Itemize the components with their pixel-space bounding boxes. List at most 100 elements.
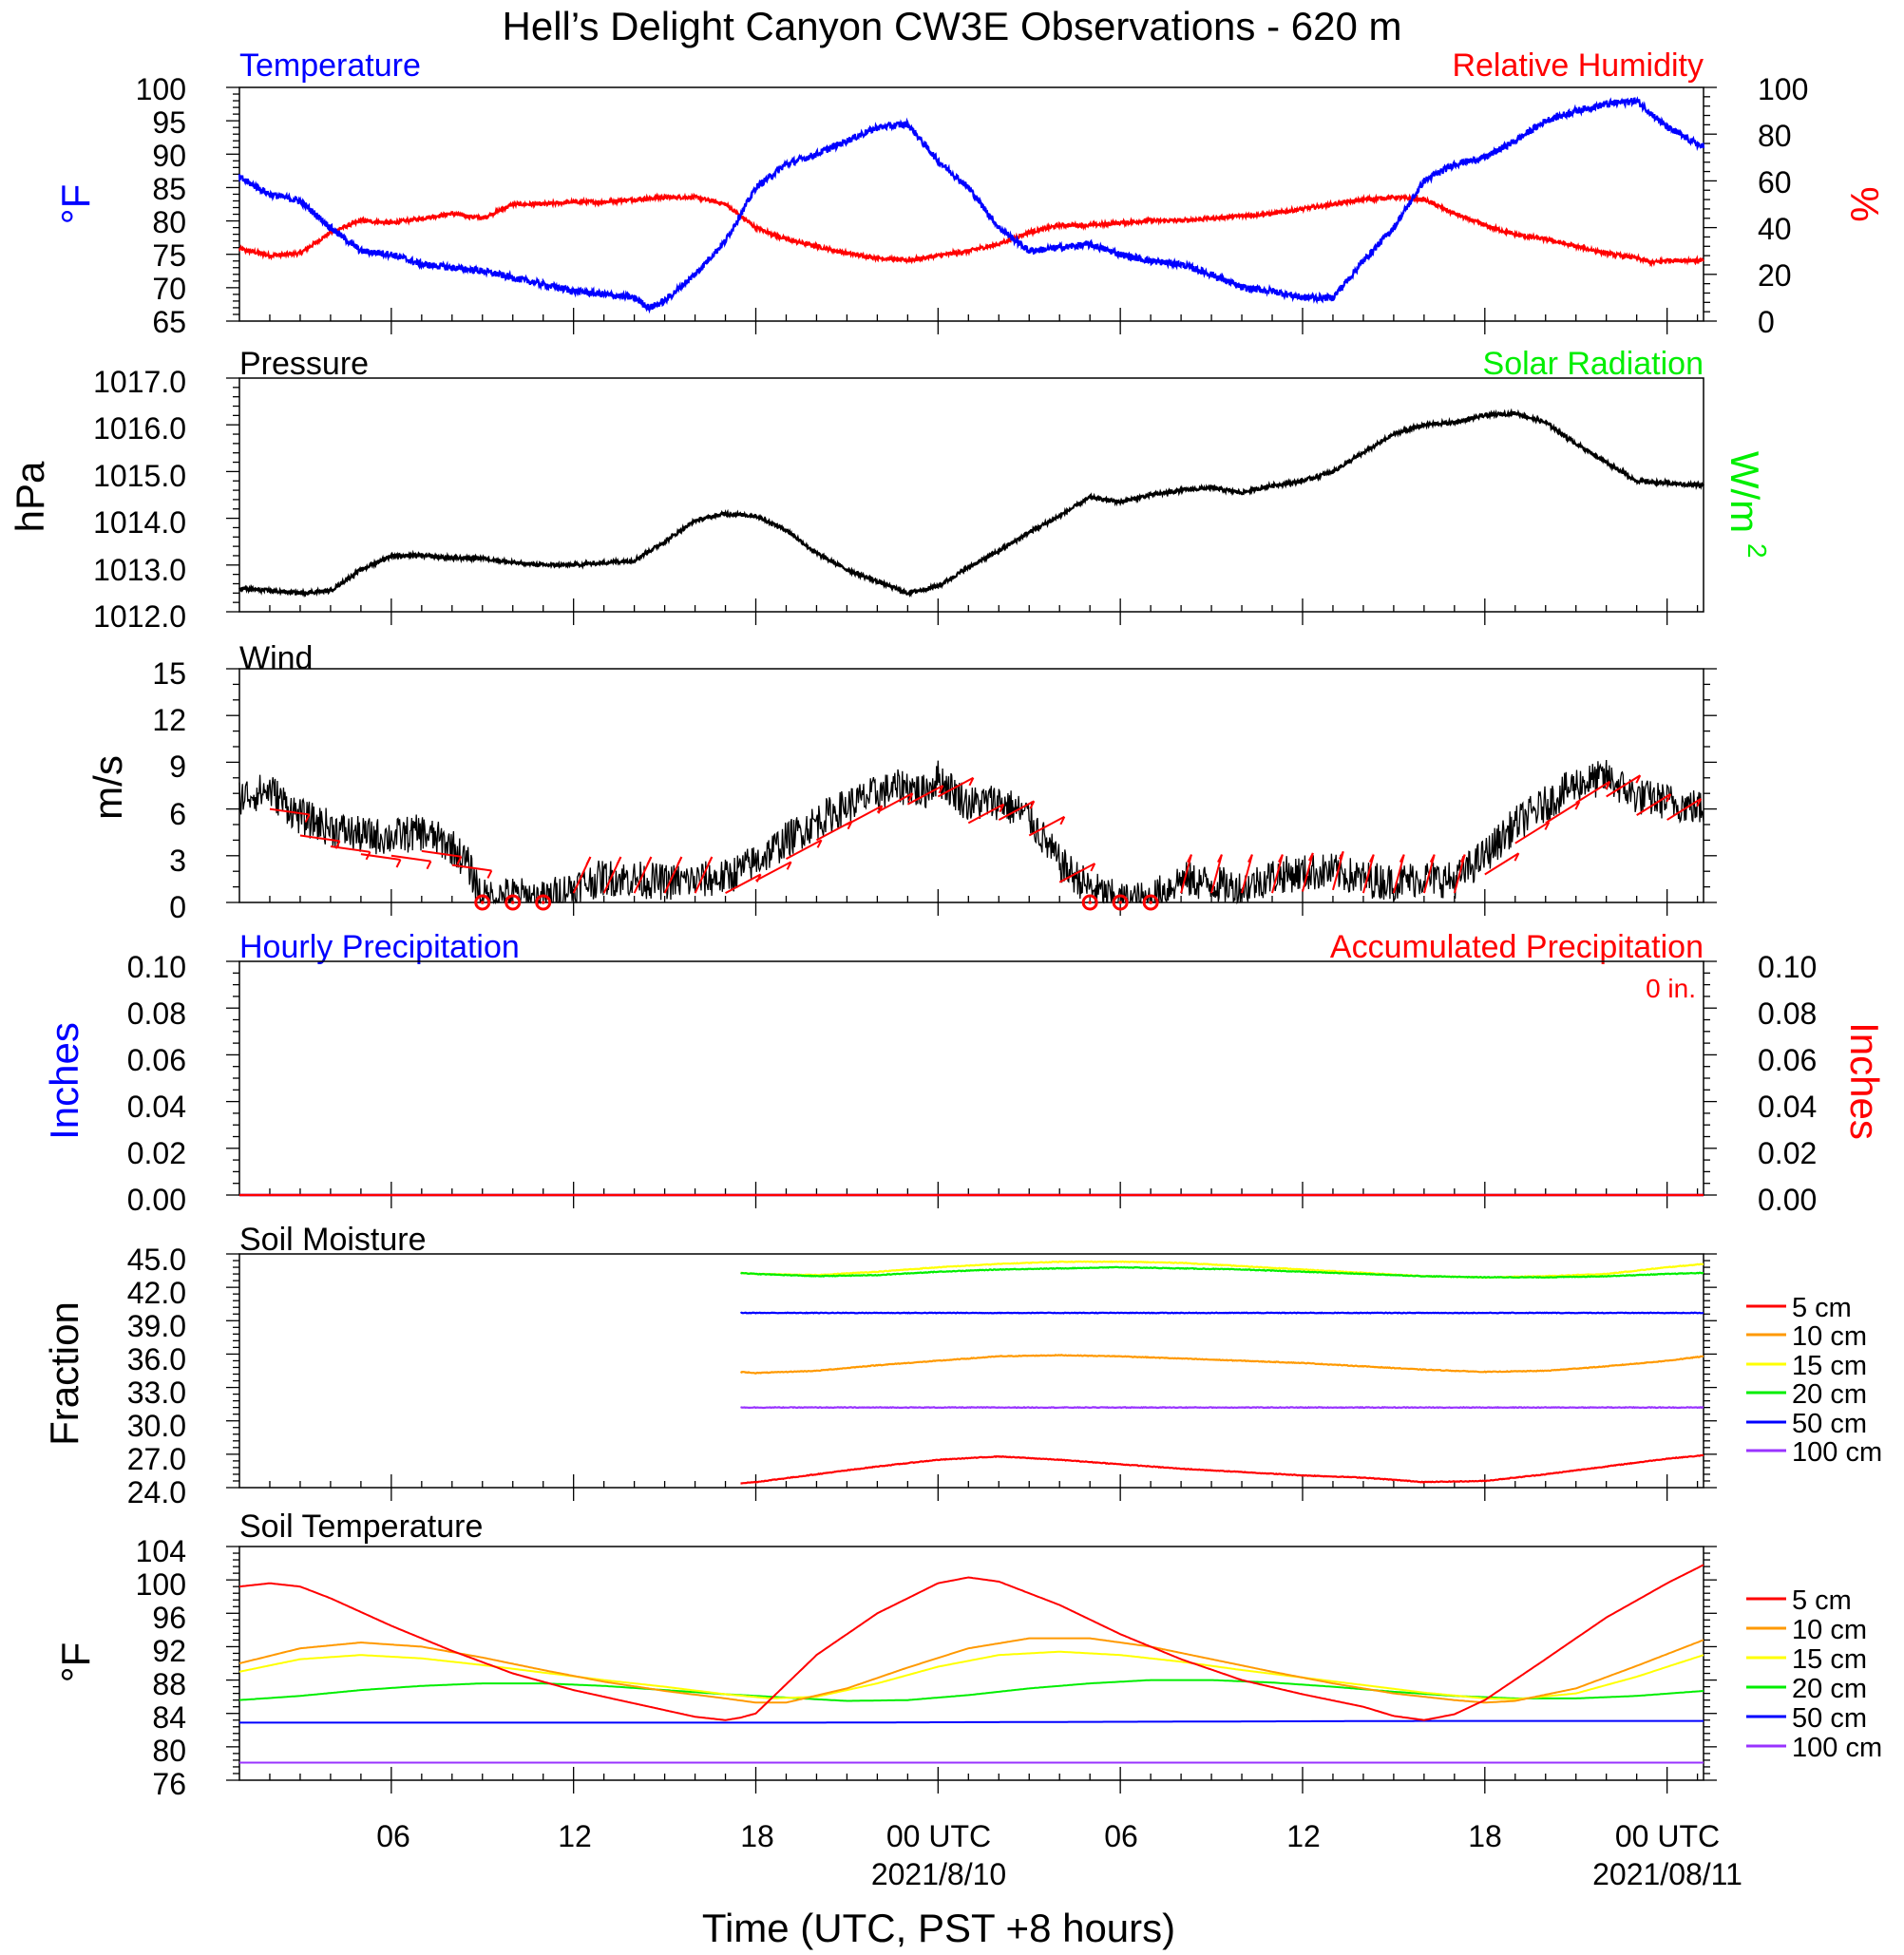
- y-tick-label: 0.06: [1758, 1043, 1817, 1077]
- legend-label: 15 cm: [1792, 1351, 1867, 1381]
- legend-label: 50 cm: [1792, 1703, 1867, 1734]
- y-tick-label: 39.0: [127, 1309, 186, 1343]
- soil-temperature-panel: Soil Temperature °F 76 80 84 88 92 96 10…: [53, 1509, 1882, 1801]
- y-tick-label: 12: [152, 703, 186, 737]
- wind-barb-flag: [426, 861, 432, 870]
- wind-barb: [1484, 852, 1519, 876]
- precipitation-frame: [238, 960, 1704, 1196]
- soil-temperature-label: Soil Temperature: [239, 1509, 483, 1545]
- date-label: 2021/8/10: [871, 1857, 1006, 1891]
- wind-barb: [1453, 854, 1466, 894]
- y-tick-label: 80: [152, 1734, 186, 1768]
- y-tick-label: 104: [136, 1534, 186, 1568]
- wind-barb: [1545, 801, 1580, 825]
- x-tick-label: 12: [558, 1819, 592, 1853]
- soil-temperature-x-ticks: [269, 1767, 1699, 1794]
- wind-barb-flag: [1429, 854, 1436, 864]
- wind-barb: [1180, 854, 1192, 894]
- legend-label: 20 cm: [1792, 1674, 1867, 1704]
- y-tick-label: 1016.0: [93, 411, 186, 446]
- wind-barb: [1606, 774, 1641, 798]
- wind-barb-flag: [1247, 854, 1253, 864]
- y-tick-label: 0.10: [1758, 950, 1817, 984]
- wind-barb-flag: [1574, 801, 1581, 810]
- y-tick-label: 96: [152, 1601, 186, 1635]
- wind-barb-flag: [1605, 781, 1611, 790]
- wind-barb: [846, 805, 883, 826]
- y-tick-label: 15: [152, 656, 186, 691]
- y-tick-label: 30.0: [127, 1409, 186, 1443]
- wind-barb: [1575, 780, 1610, 804]
- y-tick-label: 0.00: [127, 1183, 186, 1217]
- y-tick-label: 0.02: [1758, 1136, 1817, 1170]
- wind-barb-flag: [999, 804, 1005, 813]
- wind-barb: [1331, 851, 1344, 891]
- humidity-y-tick-marks: [1704, 86, 1717, 322]
- temperature-humidity-panel: Temperature Relative Humidity °F % 65 70…: [53, 47, 1887, 339]
- wind-barb-flag: [1544, 821, 1551, 830]
- x-tick-label: 06: [376, 1819, 410, 1853]
- y-tick-label: 9: [169, 750, 186, 784]
- wind-barb: [876, 792, 913, 813]
- y-tick-label: 0.00: [1758, 1183, 1817, 1217]
- calm-wind-marker: [474, 894, 491, 911]
- y-tick-label: 3: [169, 844, 186, 878]
- pressure-frame: [238, 377, 1704, 613]
- wind-barb: [755, 861, 792, 882]
- temperature-label: Temperature: [239, 47, 421, 84]
- wind-barb: [330, 845, 371, 853]
- calm-wind-marker-dot: [1088, 901, 1092, 904]
- legend-label: 10 cm: [1792, 1321, 1867, 1352]
- wind-barb-flag: [1217, 854, 1223, 864]
- wind-barb-flag: [1307, 852, 1314, 862]
- soil-moisture-line-10cm: [739, 1354, 1704, 1375]
- wind-barb: [1422, 854, 1436, 894]
- temperature-line: [238, 96, 1705, 314]
- wind-label: Wind: [239, 640, 313, 676]
- wind-barb-flag: [1514, 852, 1520, 862]
- hourly-precip-label: Hourly Precipitation: [239, 929, 520, 965]
- y-tick-label: 88: [152, 1667, 186, 1701]
- wind-axis-title: m/s: [86, 755, 130, 820]
- x-tick-label: 18: [1468, 1819, 1502, 1853]
- wind-barb: [906, 785, 943, 806]
- wind-barb-flag: [1187, 854, 1192, 864]
- y-tick-label: 1012.0: [93, 599, 186, 634]
- calm-wind-marker: [535, 894, 552, 911]
- x-tick-label: 00 UTC: [1615, 1819, 1720, 1853]
- wind-barb: [1666, 797, 1702, 821]
- pressure-label: Pressure: [239, 346, 369, 382]
- soil-moisture-line-20cm: [740, 1265, 1704, 1280]
- legend-label: 10 cm: [1792, 1615, 1867, 1645]
- wind-barb-flag: [1666, 793, 1672, 803]
- wind-panel: Wind m/s 0 3 6 9 12 15: [86, 640, 313, 924]
- soil-moisture-line-50cm: [740, 1311, 1704, 1315]
- wind-barb: [360, 853, 401, 861]
- precipitation-panel: Hourly Precipitation Accumulated Precipi…: [42, 929, 1887, 1217]
- legend-label: 100 cm: [1792, 1733, 1882, 1763]
- temperature-axis-title: °F: [53, 184, 98, 224]
- wind-barbs: [269, 774, 1703, 911]
- pressure-panel: Pressure Solar Radiation hPa W/m 2 1012.…: [8, 346, 1772, 634]
- calm-wind-marker: [1081, 894, 1098, 911]
- x-tick-label: 12: [1286, 1819, 1321, 1853]
- wind-barb: [421, 849, 462, 858]
- legend-label: 5 cm: [1792, 1293, 1852, 1323]
- solar-axis-unit: W/m: [1723, 451, 1767, 533]
- hourly-precip-axis-title: Inches: [42, 1022, 86, 1140]
- precipitation-y-tick-marks: [226, 960, 1717, 1196]
- wind-barb: [786, 839, 823, 860]
- soil-moisture-legend: 5 cm 10 cm 15 cm 20 cm 50 cm 100 cm: [1746, 1293, 1882, 1468]
- soil-temperature-y-tick-marks: [226, 1546, 1717, 1781]
- soil-moisture-line-100cm: [740, 1406, 1704, 1410]
- wind-barb-flag: [1635, 774, 1642, 784]
- y-tick-label: 6: [169, 797, 186, 831]
- calm-wind-marker-dot: [1118, 901, 1122, 904]
- wind-barb: [1514, 821, 1550, 845]
- wind-speed-line: [238, 759, 1704, 905]
- y-tick-label: 0.04: [127, 1090, 186, 1124]
- wind-barb-flag: [1029, 800, 1036, 809]
- solar-radiation-label: Solar Radiation: [1483, 346, 1704, 382]
- y-tick-label: 0.08: [1758, 996, 1817, 1031]
- y-tick-label: 36.0: [127, 1342, 186, 1376]
